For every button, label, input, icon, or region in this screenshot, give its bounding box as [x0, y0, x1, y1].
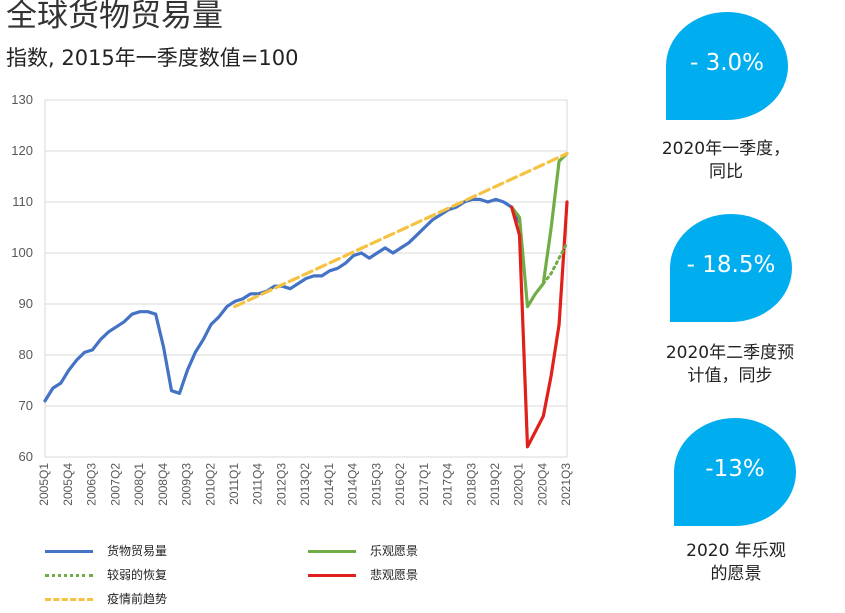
stat-caption: 2020年一季度， 同比	[646, 138, 806, 184]
series-line-0	[43, 197, 522, 403]
stat-badge: - 3.0%	[666, 12, 788, 120]
x-tick-label: 2014Q4	[346, 463, 360, 506]
trade-volume-chart: 60 70 80 90 100 110 120 130 2005Q1 2005Q4 2006Q3 20…	[11, 92, 573, 506]
stat-value: -13%	[705, 456, 765, 482]
x-tick-label: 2012Q3	[274, 463, 288, 506]
x-tick-label: 2009Q3	[180, 463, 194, 506]
x-tick-label: 2017Q1	[417, 463, 431, 506]
legend-label: 货物贸易量	[107, 544, 168, 558]
stat-caption: 2020年二季度预 计值，同步	[644, 342, 816, 388]
x-tick-label: 2005Q1	[37, 463, 51, 506]
x-tick-label: 2015Q3	[369, 463, 383, 506]
stat-caption-line: 2020年一季度，	[661, 139, 791, 159]
x-tick-label: 2010Q2	[203, 463, 217, 506]
x-tick-label: 2013Q2	[298, 463, 312, 506]
x-tick-label: 2008Q1	[132, 463, 146, 506]
y-tick-label: 130	[11, 92, 33, 107]
y-tick-label: 80	[19, 347, 33, 362]
y-tick-label: 90	[19, 296, 33, 311]
legend-swatch-weak-recovery	[45, 574, 93, 577]
x-tick-label: 2017Q4	[441, 463, 455, 506]
y-tick-label: 70	[19, 398, 33, 413]
x-tick-label: 2021Q3	[559, 463, 573, 506]
legend-swatch-optimistic	[308, 550, 356, 553]
legend-label: 乐观愿景	[370, 544, 419, 558]
plot-frame	[44, 99, 568, 458]
stat-caption-line: 2020 年乐观	[686, 541, 786, 561]
stat-value: - 18.5%	[686, 252, 776, 278]
x-tick-label: 2011Q1	[227, 463, 241, 505]
x-tick-label: 2016Q2	[393, 463, 407, 506]
x-tick-label: 2020Q1	[512, 463, 526, 506]
chart-subtitle: 指数, 2015年一季度数值=100	[6, 46, 299, 70]
stat-caption-line: 2020年二季度预	[665, 343, 795, 363]
legend-swatch-pre-pandemic-trend	[45, 598, 93, 601]
x-tick-label: 2020Q4	[535, 463, 549, 506]
legend-label: 较弱的恢复	[107, 568, 168, 582]
legend-label: 悲观愿景	[370, 568, 419, 582]
y-tick-label: 120	[11, 143, 33, 158]
y-tick-label: 60	[19, 449, 33, 464]
series-line-3	[541, 241, 569, 286]
x-tick-label: 2007Q2	[108, 463, 122, 506]
stat-badge: -13%	[674, 418, 796, 526]
stat-badge: - 18.5%	[670, 214, 792, 322]
y-tick-label: 110	[12, 194, 33, 209]
x-tick-label: 2005Q4	[61, 463, 75, 506]
x-tick-label: 2018Q3	[464, 463, 478, 506]
stat-caption-line: 的愿景	[710, 564, 762, 584]
legend-label: 疫情前趋势	[107, 592, 168, 606]
stat-caption-line: 计值，同步	[687, 366, 773, 386]
x-tick-label: 2011Q4	[251, 463, 265, 505]
series-line-2	[510, 200, 569, 449]
x-tick-label: 2008Q4	[156, 463, 170, 506]
x-tick-label: 2006Q3	[85, 463, 99, 506]
series-line-1	[510, 151, 569, 309]
series-line-4	[233, 151, 569, 309]
chart-title: 全球货物贸易量	[6, 0, 223, 34]
legend-swatch-pessimistic	[308, 574, 356, 577]
legend-swatch-goods-trade	[45, 550, 93, 553]
stat-value: - 3.0%	[689, 50, 765, 76]
x-tick-label: 2014Q1	[322, 463, 336, 506]
stat-caption-line: 同比	[709, 162, 743, 182]
y-tick-label: 100	[11, 245, 33, 260]
x-tick-label: 2019Q2	[488, 463, 502, 506]
stat-caption: 2020 年乐观 的愿景	[650, 540, 822, 586]
